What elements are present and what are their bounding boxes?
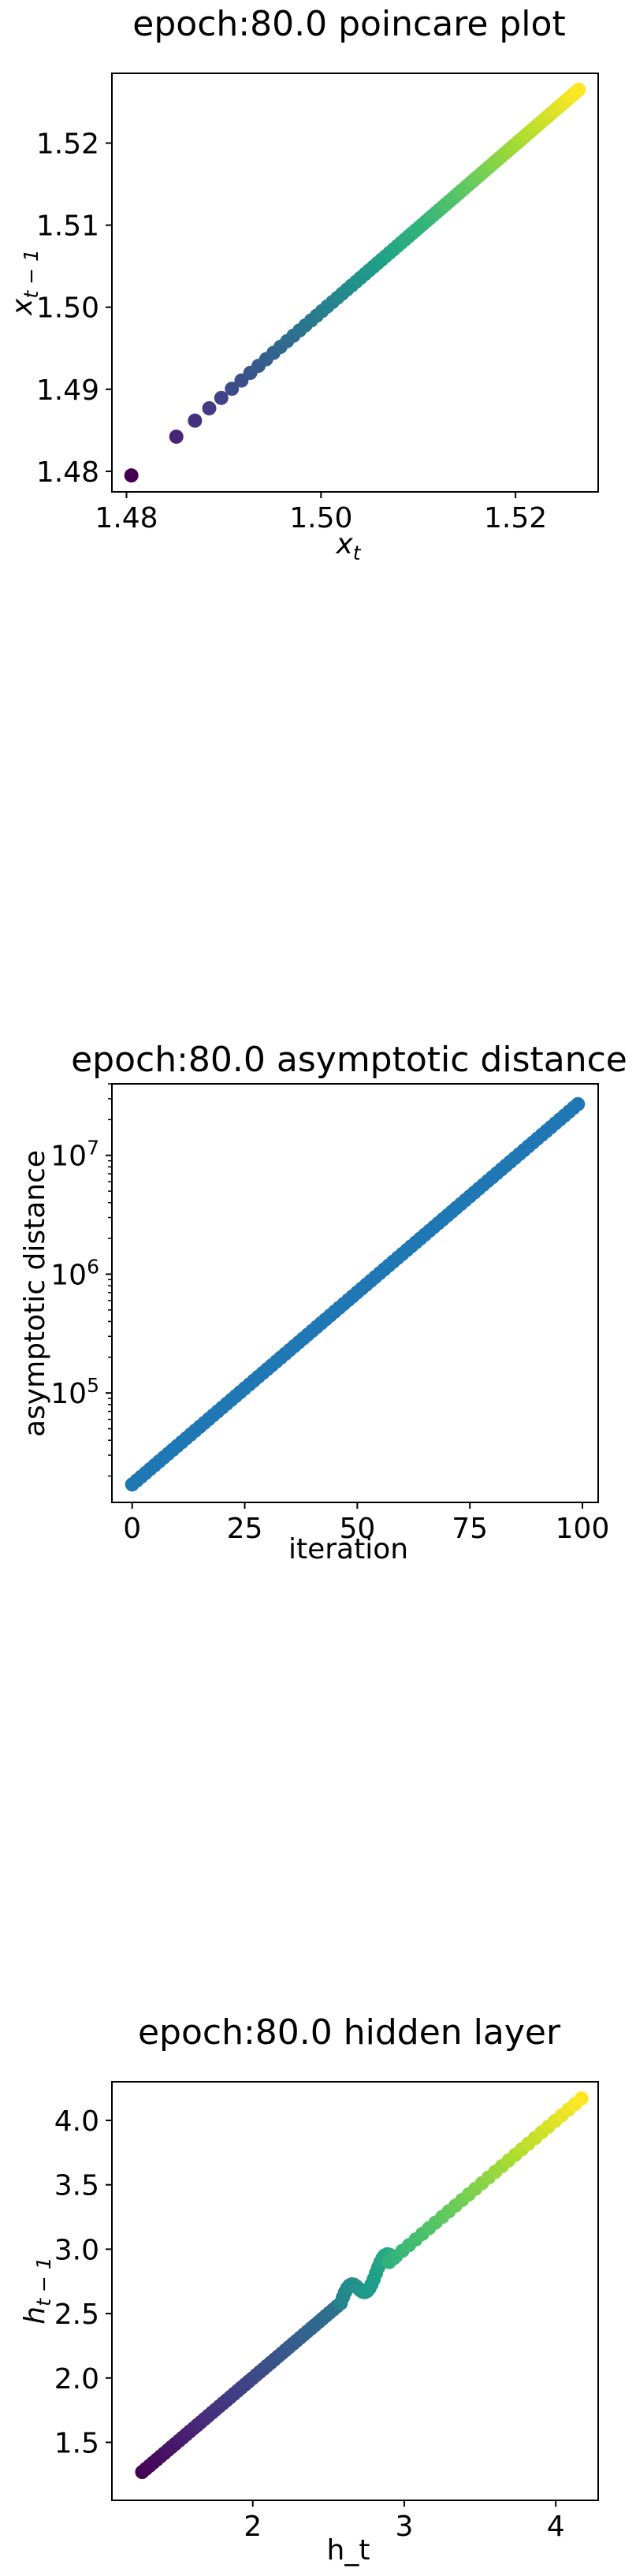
y-tick-label: 1.51 [36, 210, 99, 243]
y-tick-label-exponent: 5 [87, 1374, 99, 1397]
y-tick-label-exponent: 7 [87, 1137, 99, 1160]
y-axis-label-sub: t − 1 [32, 2257, 55, 2306]
x-tick-label: 2 [244, 2511, 262, 2543]
x-tick-label: 0 [123, 1513, 141, 1545]
y-tick-label-exponent: 6 [87, 1255, 99, 1278]
hidden-layer-panel: epoch:80.0 hidden layer 2 3 4 1.5 2.0 2.5 3.0 3… [19, 2012, 599, 2567]
data-point [574, 2091, 589, 2106]
x-tick-label: 3 [396, 2511, 414, 2543]
data-point [214, 390, 229, 405]
data-point [169, 429, 184, 444]
y-tick-label: 4.0 [54, 2105, 99, 2138]
y-tick-label: 105 [50, 1374, 99, 1410]
y-tick-label: 1.52 [36, 128, 99, 161]
y-tick-label-base: 10 [50, 1259, 87, 1291]
x-tick-label: 1.48 [95, 502, 158, 534]
y-tick-label: 1.48 [36, 456, 99, 489]
x-tick-label: 100 [556, 1513, 610, 1545]
hidden-layer-points [135, 2091, 589, 2480]
y-tick-label: 106 [50, 1255, 99, 1291]
x-axis-label: h_t [327, 2534, 370, 2567]
poincare-plot-panel: epoch:80.0 poincare plot 1.48 1.50 1.521.4… [6, 4, 599, 564]
data-point [571, 1096, 586, 1111]
plot-frame [111, 2081, 599, 2501]
y-tick-label: 1.50 [36, 292, 99, 325]
data-point [225, 382, 240, 396]
poincare-points [124, 82, 586, 483]
x-tick-label: 75 [452, 1513, 488, 1545]
x-axis-label: iteration [288, 1533, 408, 1565]
y-axis-label: asymptotic distance [19, 1150, 51, 1437]
y-axis-label: ht − 1 [19, 2257, 55, 2324]
x-tick-label: 25 [227, 1513, 263, 1545]
data-point [202, 400, 217, 415]
chart-title: epoch:80.0 asymptotic distance [71, 1040, 627, 1080]
x-tick-label: 1.50 [289, 502, 352, 534]
y-tick-label: 1.49 [36, 374, 99, 407]
y-tick-label-base: 10 [50, 1141, 87, 1173]
data-point [571, 82, 586, 97]
y-axis-label-sub: t − 1 [20, 249, 43, 299]
x-axis-label: xt [335, 528, 361, 564]
distance-points [125, 1096, 586, 1492]
y-tick-label: 107 [50, 1137, 99, 1173]
y-tick-label: 2.0 [54, 2363, 99, 2395]
y-tick-label: 2.5 [54, 2299, 99, 2331]
y-tick-label: 3.0 [54, 2234, 99, 2266]
x-axis-label-sub: t [353, 542, 362, 564]
x-axis-label-main: x [335, 528, 353, 560]
data-point [188, 413, 203, 428]
x-tick-label: 50 [339, 1513, 375, 1545]
asymptotic-distance-panel: epoch:80.0 asymptotic distance 0 25 50 75 10… [19, 1040, 627, 1565]
data-point [124, 468, 139, 483]
chart-title: epoch:80.0 poincare plot [132, 4, 565, 44]
x-tick-label: 1.52 [484, 502, 547, 534]
axis-ticks: 1.48 1.50 1.52 1.48 1.49 1.50 1.51 1.52 [36, 128, 547, 535]
chart-title: epoch:80.0 hidden layer [138, 2012, 561, 2053]
y-tick-label: 1.5 [54, 2427, 99, 2459]
y-tick-label-base: 10 [50, 1378, 87, 1410]
axis-ticks: 2 3 4 1.5 2.0 2.5 3.0 3.5 4.0 [54, 2105, 565, 2543]
x-tick-label: 4 [547, 2511, 565, 2543]
y-tick-label: 3.5 [54, 2170, 99, 2202]
y-axis-label-main: x [6, 298, 39, 316]
y-axis-label: xt − 1 [6, 249, 43, 316]
y-axis-label-main: h [19, 2306, 51, 2325]
plot-frame [111, 73, 599, 493]
